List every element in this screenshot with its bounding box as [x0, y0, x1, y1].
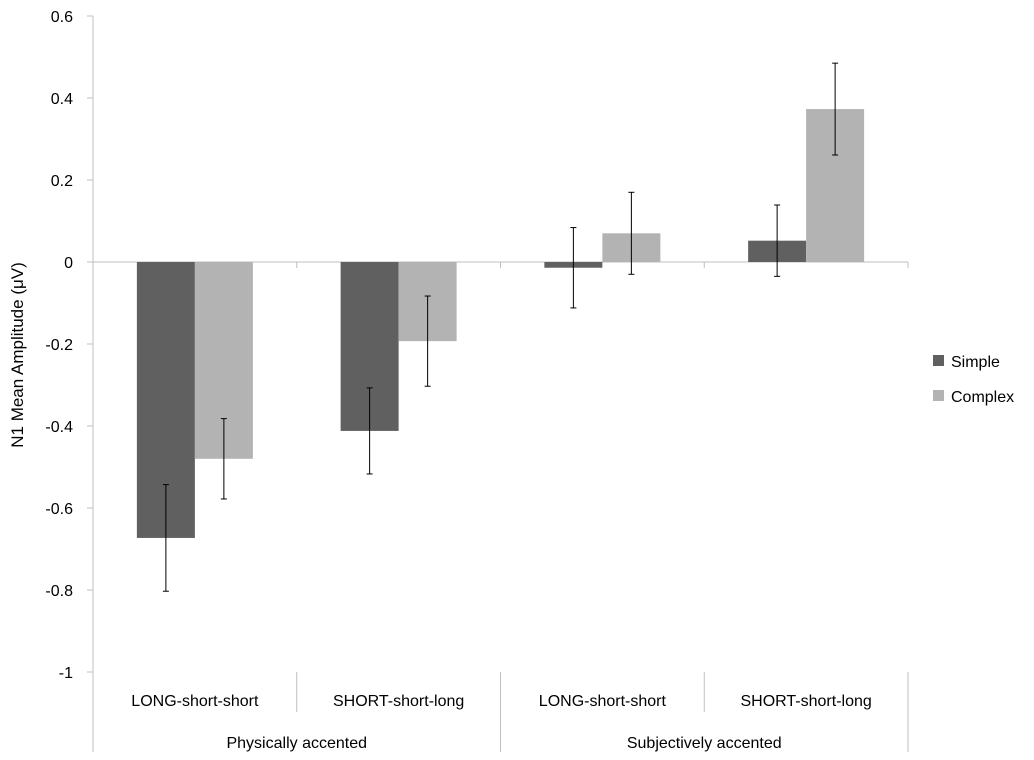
y-axis-title: N1 Mean Amplitude (μV)	[8, 262, 27, 448]
category-label: SHORT-short-long	[333, 693, 464, 710]
group-label: Subjectively accented	[627, 735, 782, 752]
category-label: LONG-short-short	[131, 693, 259, 710]
category-label: SHORT-short-long	[740, 693, 871, 710]
category-label: LONG-short-short	[539, 693, 667, 710]
bars	[136, 109, 865, 538]
group-label: Physically accented	[226, 735, 367, 752]
legend-label-simple: Simple	[951, 354, 1000, 371]
y-tick-label: -1	[59, 665, 73, 682]
legend: Simple Complex	[933, 354, 1014, 406]
legend-swatch-simple	[933, 355, 944, 366]
error-bars	[162, 62, 839, 592]
y-tick-label: -0.6	[45, 501, 73, 518]
y-tick-label: -0.2	[45, 337, 73, 354]
legend-label-complex: Complex	[951, 389, 1014, 406]
axis-labels: 0.6 0.4 0.2 0 -0.2 -0.4 -0.6 -0.8 -1 LONG-short-s…	[45, 9, 871, 752]
y-tick-label: 0.2	[51, 173, 73, 190]
y-tick-label: -0.8	[45, 583, 73, 600]
legend-swatch-complex	[933, 390, 944, 401]
y-tick-label: 0	[64, 255, 73, 272]
y-tick-label: 0.4	[51, 91, 73, 108]
y-tick-label: -0.4	[45, 419, 73, 436]
y-tick-label: 0.6	[51, 9, 73, 26]
